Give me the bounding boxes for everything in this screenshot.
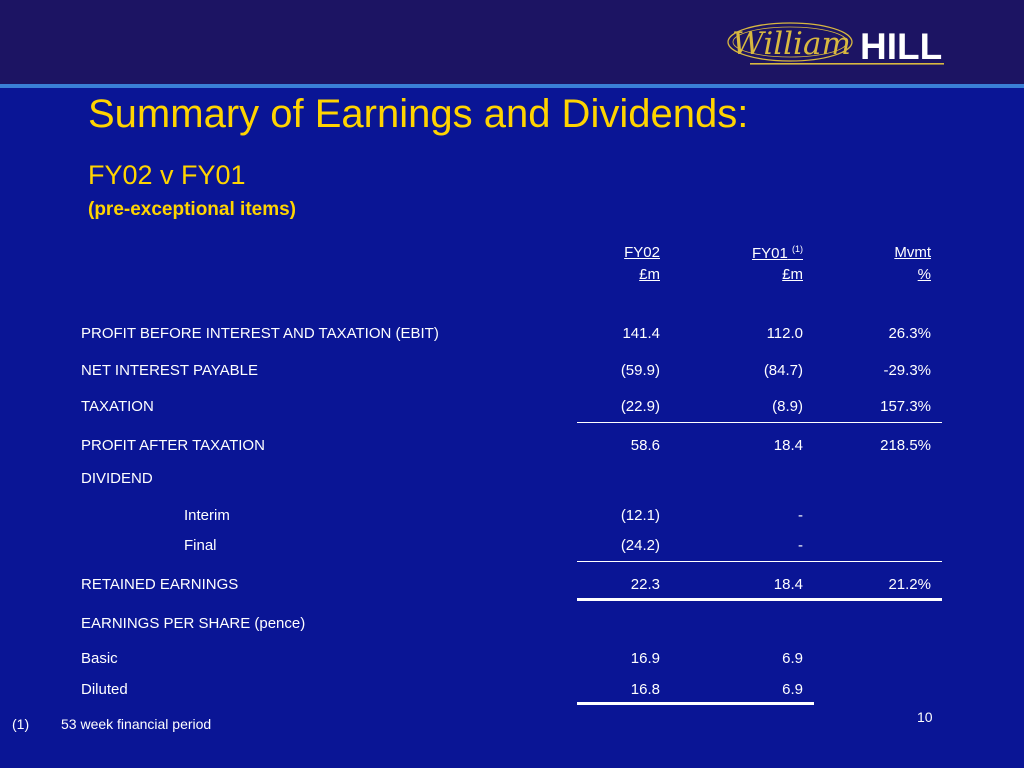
column-unit: £m [639, 266, 660, 283]
mvmt-value: 26.3% [888, 325, 931, 342]
column-label: FY02 [624, 244, 660, 261]
fy01-value: 6.9 [782, 681, 803, 698]
fy01-value: 18.4 [773, 437, 803, 454]
row-label: TAXATION [81, 398, 154, 415]
fy02-value: 58.6 [630, 437, 660, 454]
header-rule [0, 84, 1024, 88]
logo-script-text: William [732, 26, 851, 62]
row-label: Interim [184, 507, 230, 524]
footnote-ref: (1) [792, 244, 803, 254]
fy02-value: 22.3 [630, 576, 660, 593]
row-label: Diluted [81, 681, 128, 698]
fy01-value: - [798, 507, 803, 524]
page-number: 10 [917, 709, 933, 725]
fy01-value: - [798, 537, 803, 554]
total-rule [577, 598, 942, 601]
mvmt-value: -29.3% [883, 362, 931, 379]
eps-total-rule [577, 702, 814, 705]
fy02-value: 16.8 [630, 681, 660, 698]
header-band [0, 0, 1024, 84]
slide-subtitle: FY02 v FY01 [88, 160, 246, 190]
fy01-value: 6.9 [782, 650, 803, 667]
footnote-marker: (1) [12, 716, 30, 732]
column-label: FY01 [751, 245, 788, 262]
fy02-value: (59.9) [620, 362, 660, 379]
subtotal-rule [577, 422, 942, 423]
mvmt-value: 157.3% [880, 398, 931, 415]
row-label: PROFIT AFTER TAXATION [81, 437, 265, 454]
fy02-value: (22.9) [620, 398, 660, 415]
fy02-value: (24.2) [620, 537, 660, 554]
slide-note: (pre-exceptional items) [88, 199, 296, 220]
fy02-value: 16.9 [630, 650, 660, 667]
fy02-value: (12.1) [620, 507, 660, 524]
row-label: NET INTEREST PAYABLE [81, 362, 258, 379]
logo-block-text: HILL [860, 26, 942, 67]
column-unit: £m [782, 266, 803, 283]
row-label: PROFIT BEFORE INTEREST AND TAXATION (EBI… [81, 325, 439, 342]
slide-title: Summary of Earnings and Dividends: [88, 92, 749, 136]
column-label: Mvmt [894, 244, 931, 261]
fy02-value: 141.4 [622, 325, 660, 342]
fy01-value: 18.4 [773, 576, 803, 593]
fy01-value: (8.9) [772, 398, 803, 415]
subtotal-rule [577, 561, 942, 562]
row-label: Final [184, 537, 217, 554]
fy01-value: (84.7) [763, 362, 803, 379]
row-label: RETAINED EARNINGS [81, 576, 239, 593]
mvmt-value: 218.5% [880, 437, 931, 454]
william-hill-logo: William HILL [727, 22, 944, 67]
footnote-text: 53 week financial period [61, 716, 212, 732]
row-label: Basic [81, 650, 118, 667]
row-label: DIVIDEND [81, 470, 153, 487]
mvmt-value: 21.2% [888, 576, 931, 593]
row-label: EARNINGS PER SHARE (pence) [81, 615, 306, 632]
column-unit: % [917, 266, 931, 283]
fy01-value: 112.0 [766, 325, 803, 342]
